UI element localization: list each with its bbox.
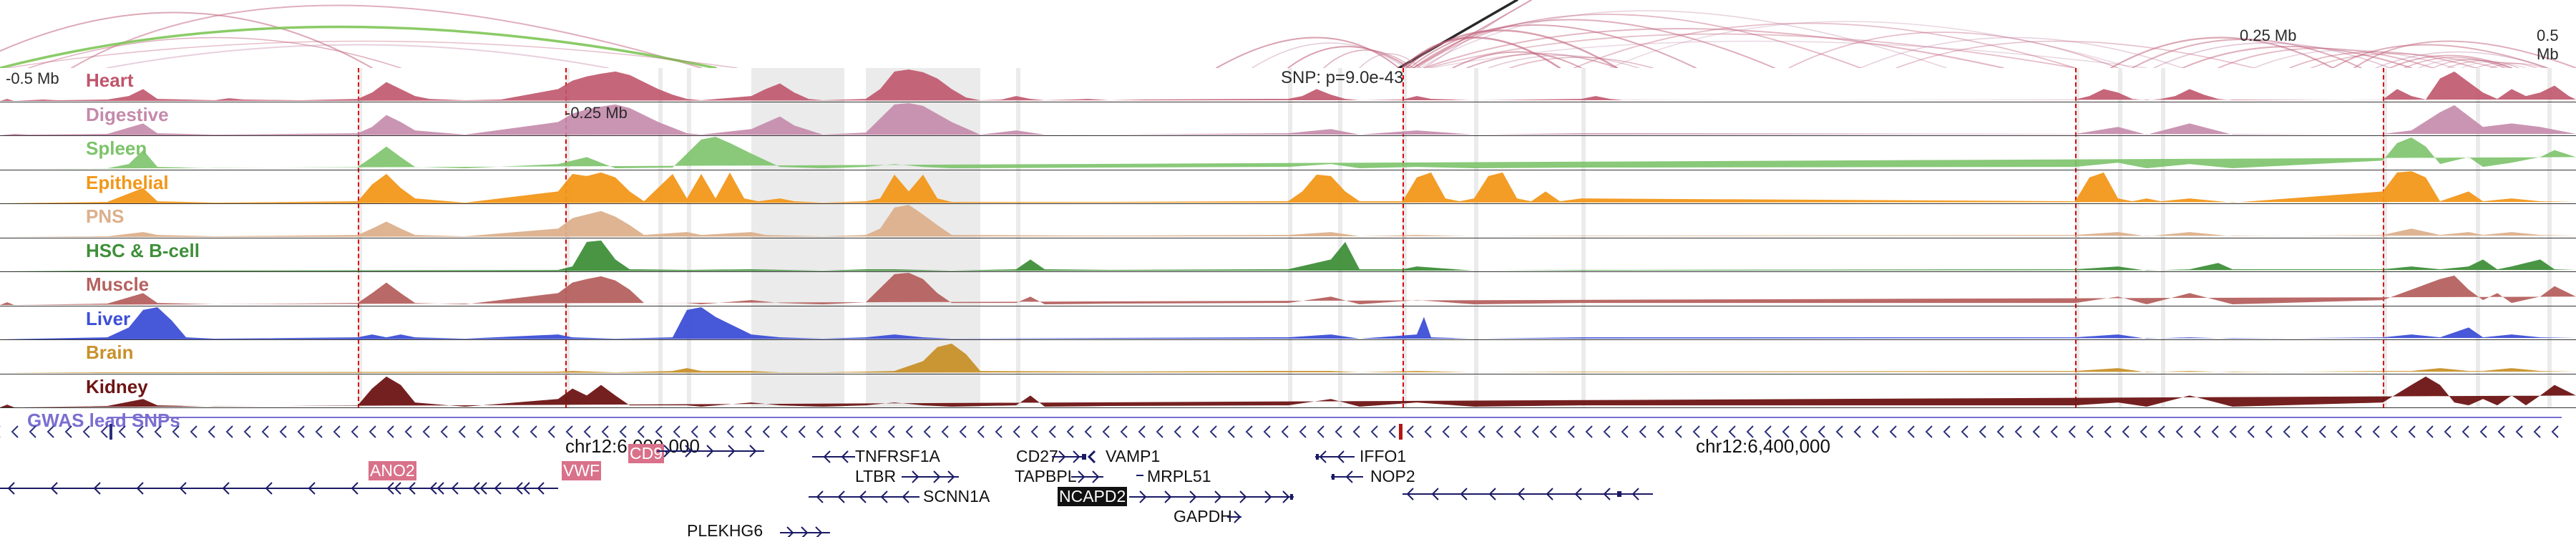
track-row-epithelial: Epithelial	[0, 170, 2576, 205]
gene-label-scnn1a[interactable]: SCNN1A	[923, 487, 990, 506]
gene-strand-gapdh[interactable]	[1227, 510, 1241, 524]
track-row-digestive: -0.25 Mb Digestive	[0, 102, 2576, 137]
gene-strand-nop2[interactable]	[1331, 470, 1363, 484]
coordinate-label-row: chr12:6,000,000 chr12:6,400,000	[0, 435, 2576, 457]
chromatin-loop-arcs	[0, 0, 2576, 68]
gene-model-panel: ANO2 VWF CD9 PLEKHG6 TNFRSF1A LTBR SCN	[0, 455, 2576, 537]
track-row-kidney: Kidney	[0, 374, 2576, 409]
track-row-hsc-bcell: HSC & B-cell	[0, 238, 2576, 273]
gene-label-nop2[interactable]: NOP2	[1370, 467, 1415, 486]
gene-strand-iffo1[interactable]	[1315, 450, 1355, 464]
gene-label-tnfrsf1a[interactable]: TNFRSF1A	[855, 447, 940, 466]
gene-strand-ltbr[interactable]	[902, 470, 959, 484]
gene-label-vamp1[interactable]: VAMP1	[1106, 447, 1160, 466]
gene-strand-mrpl51[interactable]	[1136, 468, 1143, 483]
axis-tick-left: -0.5 Mb	[6, 69, 59, 88]
gene-label-iffo1[interactable]: IFFO1	[1360, 447, 1406, 466]
gene-label-ltbr[interactable]: LTBR	[855, 467, 896, 486]
gene-label-ncapd2[interactable]: NCAPD2	[1058, 487, 1127, 506]
genome-browser-root: -0.5 Mb Heart -0.25 Mb Digestive Spleen …	[0, 0, 2576, 537]
track-row-brain: Brain	[0, 340, 2576, 374]
gene-strand-scnn1a[interactable]	[809, 490, 919, 504]
track-row-spleen: Spleen	[0, 136, 2576, 170]
epigenomic-tracks: -0.5 Mb Heart -0.25 Mb Digestive Spleen …	[0, 68, 2576, 408]
gene-strand-cd27[interactable]	[1052, 450, 1084, 464]
track-row-liver: Liver	[0, 306, 2576, 341]
gene-strand-plekhg6[interactable]	[780, 526, 830, 537]
gene-label-mrpl51[interactable]: MRPL51	[1147, 467, 1211, 486]
gene-label-vwf[interactable]: VWF	[562, 461, 601, 480]
gene-strand-cd9[interactable]	[657, 444, 764, 458]
axis-tick-mid: -0.25 Mb	[565, 104, 628, 122]
axis-tick-quarter: 0.25 Mb	[2240, 26, 2297, 45]
gene-strand-tapbpl[interactable]	[1071, 470, 1103, 484]
snp-annotation-label: SNP: p=9.0e-43	[1281, 68, 1403, 88]
gene-strand-ncapd2[interactable]	[1129, 490, 1294, 504]
gene-strand-vamp1[interactable]	[1080, 450, 1098, 464]
gene-strand-tnfrsf1a[interactable]	[812, 450, 855, 464]
coord-label-right: chr12:6,400,000	[1696, 435, 1830, 458]
gene-label-tapbpl[interactable]: TAPBPL	[1015, 467, 1077, 486]
gene-strand-vwf[interactable]	[0, 481, 558, 495]
track-row-muscle: Muscle	[0, 272, 2576, 306]
gene-label-ano2[interactable]: ANO2	[369, 461, 416, 480]
gene-label-plekhg6[interactable]: PLEKHG6	[687, 521, 763, 537]
track-row-pns: PNS	[0, 204, 2576, 238]
axis-tick-right: 0.5 Mb	[2537, 26, 2576, 64]
gene-strand-far-right[interactable]	[1402, 487, 1653, 501]
gene-label-gapdh[interactable]: GAPDH	[1174, 507, 1232, 526]
